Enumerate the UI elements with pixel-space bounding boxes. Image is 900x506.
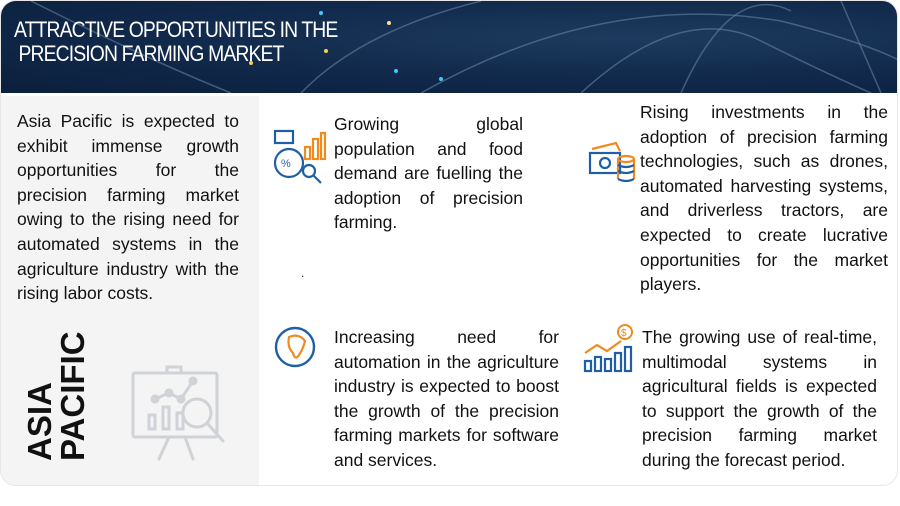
analytics-chart-icon: % xyxy=(273,129,327,184)
title-line-2: PRECISION FARMING MARKET xyxy=(14,41,284,66)
region-label-line-2: PACIFIC xyxy=(54,331,91,461)
region-label-line-1: ASIA xyxy=(21,382,58,461)
opportunity-text: Rising investments in the adoption of pr… xyxy=(640,102,888,295)
svg-text:%: % xyxy=(281,158,291,170)
region-description: Asia Pacific is expected to exhibit imme… xyxy=(17,111,239,304)
decorative-lines xyxy=(30,1,897,93)
opportunity-text: Increasing need for automation in the ag… xyxy=(334,327,559,470)
presentation-analytics-icon xyxy=(131,365,225,461)
title-line-1: ATTRACTIVE OPPORTUNITIES IN THE xyxy=(14,17,338,42)
stray-mark: . xyxy=(301,266,305,280)
page-title: ATTRACTIVE OPPORTUNITIES IN THE PRECISIO… xyxy=(14,17,338,66)
opportunity-text: The growing use of real-time, multimodal… xyxy=(642,327,877,470)
region-label: ASIA PACIFIC xyxy=(21,331,91,461)
infographic-card: ATTRACTIVE OPPORTUNITIES IN THE PRECISIO… xyxy=(0,0,898,486)
header-banner: ATTRACTIVE OPPORTUNITIES IN THE PRECISIO… xyxy=(1,1,897,93)
svg-text:$: $ xyxy=(621,328,627,339)
opportunity-text: Growing global population and food deman… xyxy=(334,114,523,233)
growth-chart-dollar-icon: $ xyxy=(583,324,633,373)
money-coins-icon xyxy=(588,141,636,183)
globe-icon xyxy=(274,326,316,368)
